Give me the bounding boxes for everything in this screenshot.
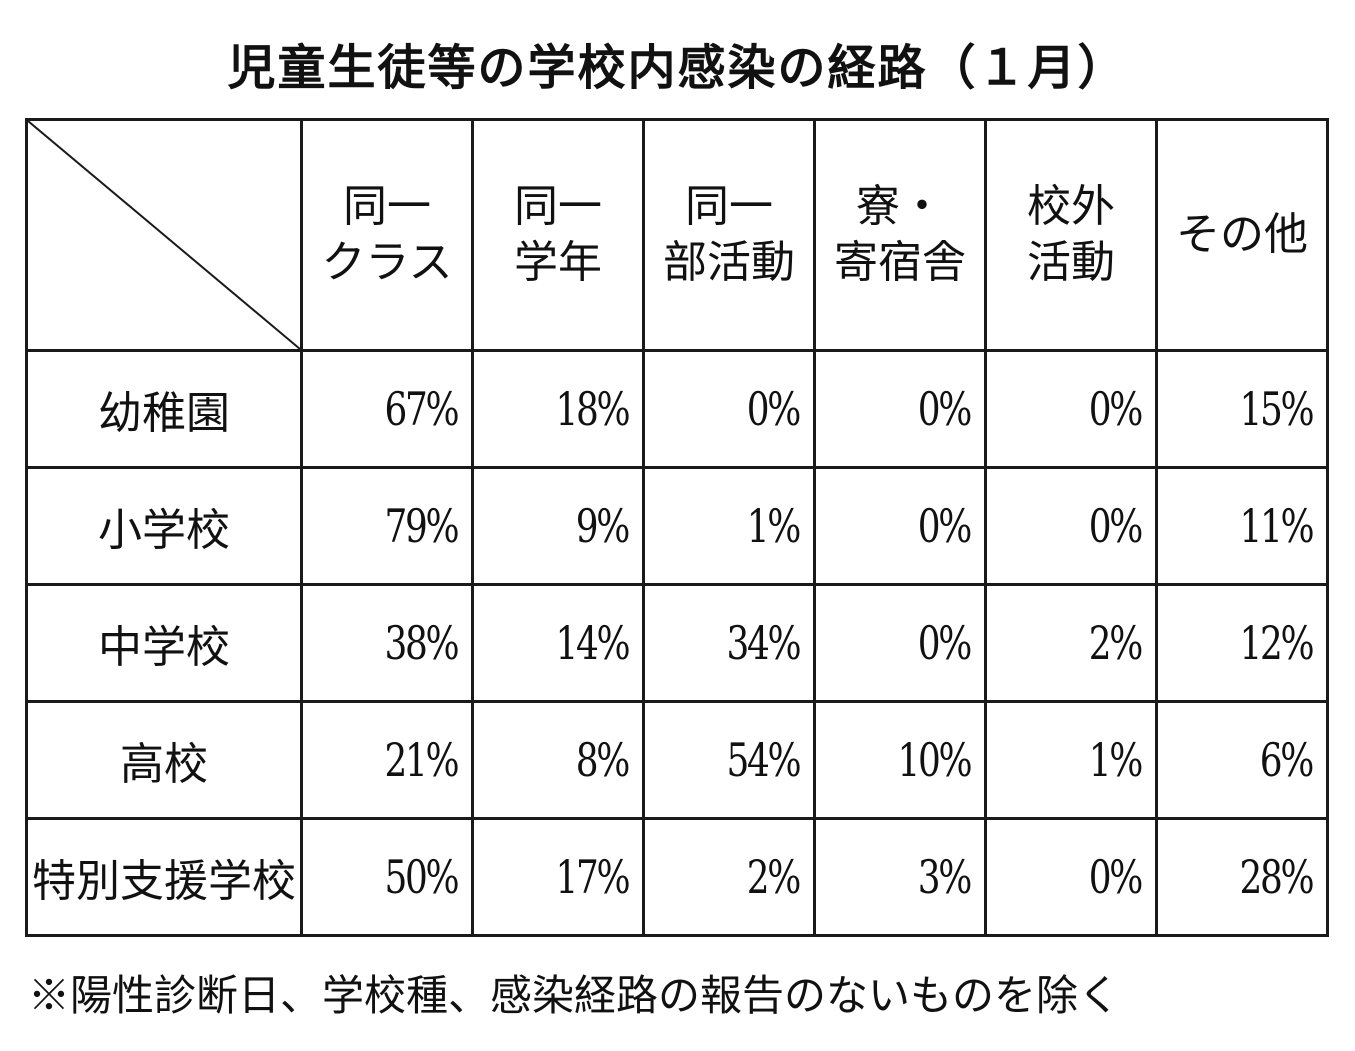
table-row: 小学校 79% 9% 1% 0% 0% 11% <box>25 466 1329 586</box>
infection-route-table: 同一 クラス 同一 学年 同一 部活動 寮・ 寄宿舎 校外 活動 その他 幼稚園 67% … <box>25 118 1329 937</box>
cell-value: 50% <box>384 850 459 904</box>
diagonal-line <box>28 121 300 349</box>
column-header: 同一 クラス <box>300 118 474 352</box>
cell-value: 6% <box>1259 733 1315 787</box>
table-cell: 0% <box>813 349 987 469</box>
table-cell: 2% <box>984 583 1158 703</box>
footnote: ※陽性診断日、学校種、感染経路の報告のないものを除く <box>28 971 1121 1020</box>
cell-value: 28% <box>1239 850 1314 904</box>
cell-value: 15% <box>1239 382 1314 436</box>
cell-value: 8% <box>575 733 631 787</box>
cell-value: 10% <box>897 733 972 787</box>
column-header-line1: その他 <box>1176 209 1308 260</box>
table-cell: 0% <box>984 466 1158 586</box>
table-cell: 10% <box>813 700 987 820</box>
table-cell: 0% <box>813 583 987 703</box>
cell-value: 2% <box>746 850 802 904</box>
table-cell: 9% <box>471 466 645 586</box>
table-cell: 6% <box>1155 700 1329 820</box>
table-cell: 3% <box>813 817 987 937</box>
table-cell: 12% <box>1155 583 1329 703</box>
table-cell: 1% <box>642 466 816 586</box>
cell-value: 79% <box>384 499 459 553</box>
column-header: その他 <box>1155 118 1329 352</box>
table-cell: 11% <box>1155 466 1329 586</box>
cell-value: 21% <box>384 733 459 787</box>
cell-value: 1% <box>1088 733 1144 787</box>
table-cell: 0% <box>984 349 1158 469</box>
table-cell: 0% <box>984 817 1158 937</box>
cell-value: 9% <box>575 499 631 553</box>
row-header: 小学校 <box>25 466 303 586</box>
cell-value: 34% <box>726 616 801 670</box>
cell-value: 2% <box>1088 616 1144 670</box>
table-cell: 34% <box>642 583 816 703</box>
table-cell: 38% <box>300 583 474 703</box>
column-header: 寮・ 寄宿舎 <box>813 118 987 352</box>
row-header: 幼稚園 <box>25 349 303 469</box>
table-cell: 50% <box>300 817 474 937</box>
table-cell: 54% <box>642 700 816 820</box>
table-cell: 17% <box>471 817 645 937</box>
cell-value: 0% <box>1088 850 1144 904</box>
column-header-line2: 活動 <box>1027 237 1115 288</box>
table-row: 特別支援学校 50% 17% 2% 3% 0% 28% <box>25 817 1329 937</box>
table-cell: 79% <box>300 466 474 586</box>
column-header-line2: 部活動 <box>663 237 795 288</box>
cell-value: 1% <box>746 499 802 553</box>
cell-value: 0% <box>917 499 973 553</box>
table-row: 高校 21% 8% 54% 10% 1% 6% <box>25 700 1329 820</box>
cell-value: 11% <box>1239 499 1314 553</box>
cell-value: 14% <box>555 616 630 670</box>
column-header-line1: 寮・ <box>856 181 944 232</box>
cell-value: 18% <box>555 382 630 436</box>
cell-value: 0% <box>917 382 973 436</box>
table-title: 児童生徒等の学校内感染の経路（１月） <box>227 40 1128 96</box>
row-header: 中学校 <box>25 583 303 703</box>
table-cell: 8% <box>471 700 645 820</box>
cell-value: 3% <box>917 850 973 904</box>
table-cell: 14% <box>471 583 645 703</box>
cell-value: 0% <box>917 616 973 670</box>
cell-value: 54% <box>726 733 801 787</box>
table-cell: 67% <box>300 349 474 469</box>
cell-value: 38% <box>384 616 459 670</box>
table-cell: 0% <box>813 466 987 586</box>
table-cell: 21% <box>300 700 474 820</box>
cell-value: 0% <box>1088 382 1144 436</box>
row-header: 特別支援学校 <box>25 817 303 937</box>
column-header-line1: 同一 <box>514 181 602 232</box>
column-header-line1: 校外 <box>1027 181 1115 232</box>
cell-value: 17% <box>555 850 630 904</box>
table-cell: 15% <box>1155 349 1329 469</box>
table-cell: 1% <box>984 700 1158 820</box>
column-header-line2: 寄宿舎 <box>834 237 966 288</box>
cell-value: 0% <box>1088 499 1144 553</box>
cell-value: 0% <box>746 382 802 436</box>
header-row: 同一 クラス 同一 学年 同一 部活動 寮・ 寄宿舎 校外 活動 その他 <box>25 118 1329 352</box>
table-row: 幼稚園 67% 18% 0% 0% 0% 15% <box>25 349 1329 469</box>
row-header: 高校 <box>25 700 303 820</box>
corner-cell <box>25 118 303 352</box>
column-header-line2: クラス <box>321 237 453 288</box>
column-header-line1: 同一 <box>343 181 431 232</box>
column-header-line2: 学年 <box>514 237 602 288</box>
table-cell: 2% <box>642 817 816 937</box>
table-row: 中学校 38% 14% 34% 0% 2% 12% <box>25 583 1329 703</box>
column-header: 同一 部活動 <box>642 118 816 352</box>
table-cell: 18% <box>471 349 645 469</box>
table-cell: 28% <box>1155 817 1329 937</box>
cell-value: 12% <box>1239 616 1314 670</box>
cell-value: 67% <box>384 382 459 436</box>
column-header: 同一 学年 <box>471 118 645 352</box>
table-cell: 0% <box>642 349 816 469</box>
column-header: 校外 活動 <box>984 118 1158 352</box>
column-header-line1: 同一 <box>685 181 773 232</box>
